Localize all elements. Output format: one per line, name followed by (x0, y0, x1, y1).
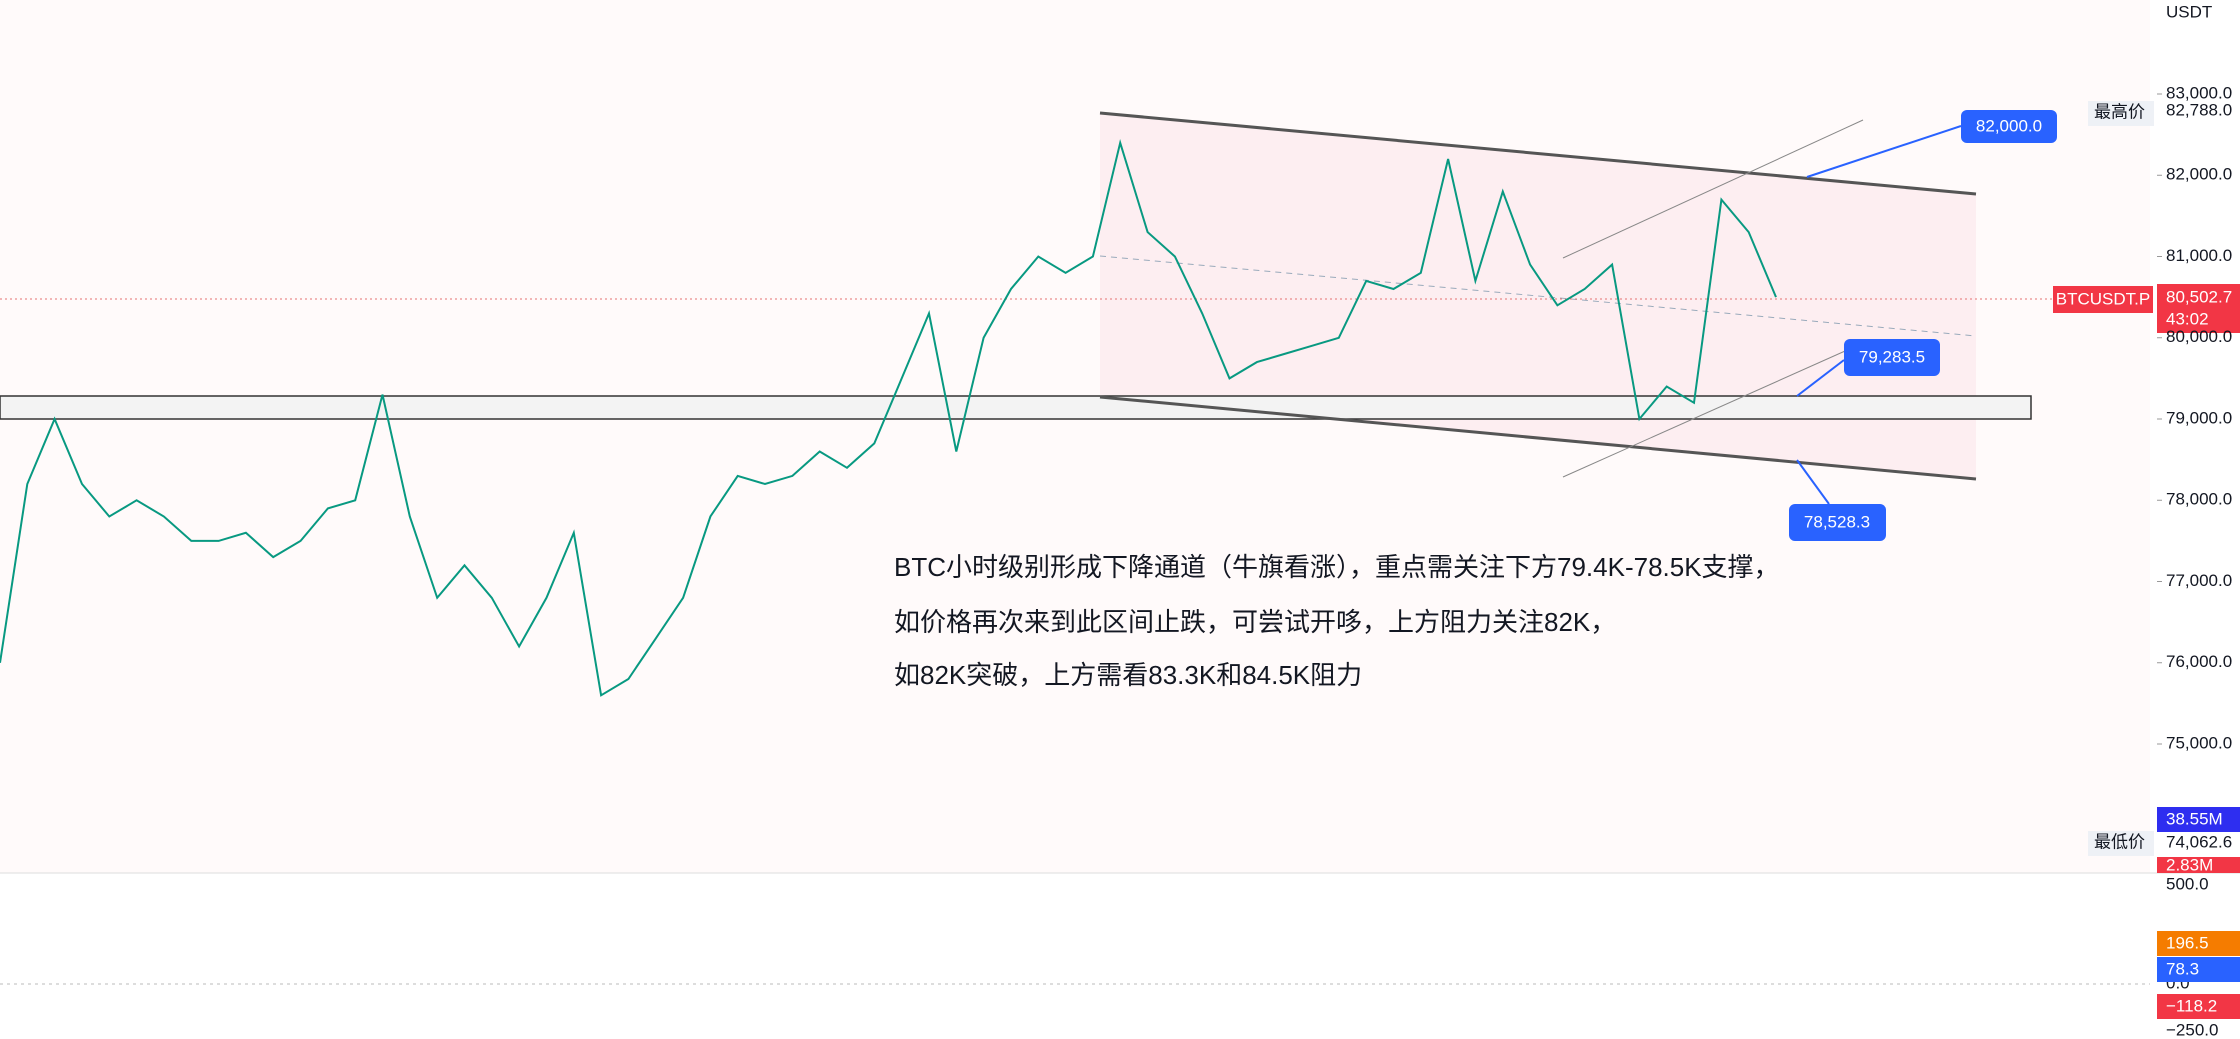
volume-last: 2.83M (2166, 855, 2213, 874)
annotation-line (1796, 359, 1845, 397)
price-tick-label: 79,000.0 (2166, 408, 2232, 427)
channel-upper (1099, 111, 1977, 196)
signal-tag (2157, 931, 2240, 956)
volume-tag (2157, 857, 2240, 873)
last-price-tag (2157, 284, 2240, 333)
note-line: 如价格再次来到此区间止跌，可尝试开哆，上方阻力关注82K， (894, 607, 1616, 637)
trend-line (1562, 119, 1864, 259)
channel-mid (1099, 255, 1977, 337)
high-tag (2088, 101, 2154, 126)
price-tick-label: 82,000.0 (2166, 165, 2232, 184)
high-value: 82,788.0 (2166, 101, 2232, 120)
price-tick-label: 81,000.0 (2166, 246, 2232, 265)
price-tick-label: 77,000.0 (2166, 571, 2232, 590)
low-label: 最低价 (2094, 832, 2145, 851)
note-line: BTC小时级别形成下降通道（牛旗看涨），重点需关注下方79.4K-78.5K支撑… (894, 552, 1780, 582)
last-price: 80,502.7 (2166, 287, 2232, 306)
low-tag (2088, 831, 2154, 856)
trend-line (1562, 342, 1864, 478)
annotation-label: 82,000.0 (1976, 116, 2042, 135)
countdown: 43:02 (2166, 309, 2209, 328)
annotation-box (1961, 110, 2057, 143)
annotation-box (1789, 504, 1886, 541)
macd-tag (2157, 957, 2240, 982)
currency[interactable]: USDT (2166, 2, 2212, 21)
high-label: 最高价 (2094, 102, 2145, 121)
symbol: BTCUSDT.P (2056, 289, 2150, 308)
hist-tag (2157, 994, 2240, 1019)
annotation-line (1796, 459, 1830, 505)
histogram: −118.2 (2166, 996, 2217, 1015)
macd-tick: 500.0 (2166, 874, 2209, 893)
annotation-line (1806, 125, 1962, 178)
volume-ma: 38.55M (2166, 809, 2223, 828)
price-line (0, 139, 1777, 697)
macd-tick: −250.0 (2166, 1020, 2218, 1039)
symbol-tag (2053, 286, 2153, 313)
price-tick-label: 78,000.0 (2166, 490, 2232, 509)
price-tick-label: 76,000.0 (2166, 652, 2232, 671)
channel-fill (1100, 113, 1976, 479)
volume-ma-tag (2157, 807, 2240, 832)
price-tick-label: 83,000.0 (2166, 83, 2232, 102)
support-zone (0, 395, 2032, 420)
annotation-label: 78,528.3 (1804, 512, 1870, 531)
signal: 196.5 (2166, 933, 2209, 952)
note-line: 如82K突破，上方需看83.3K和84.5K阻力 (894, 660, 1362, 690)
annotation-label: 79,283.5 (1859, 347, 1925, 366)
channel-lower (1099, 395, 1977, 481)
price-tick-label: 75,000.0 (2166, 733, 2232, 752)
annotation-box (1844, 339, 1940, 376)
low-value: 74,062.6 (2166, 832, 2232, 851)
price-tick-label: 80,000.0 (2166, 327, 2232, 346)
macd: 78.3 (2166, 959, 2199, 978)
